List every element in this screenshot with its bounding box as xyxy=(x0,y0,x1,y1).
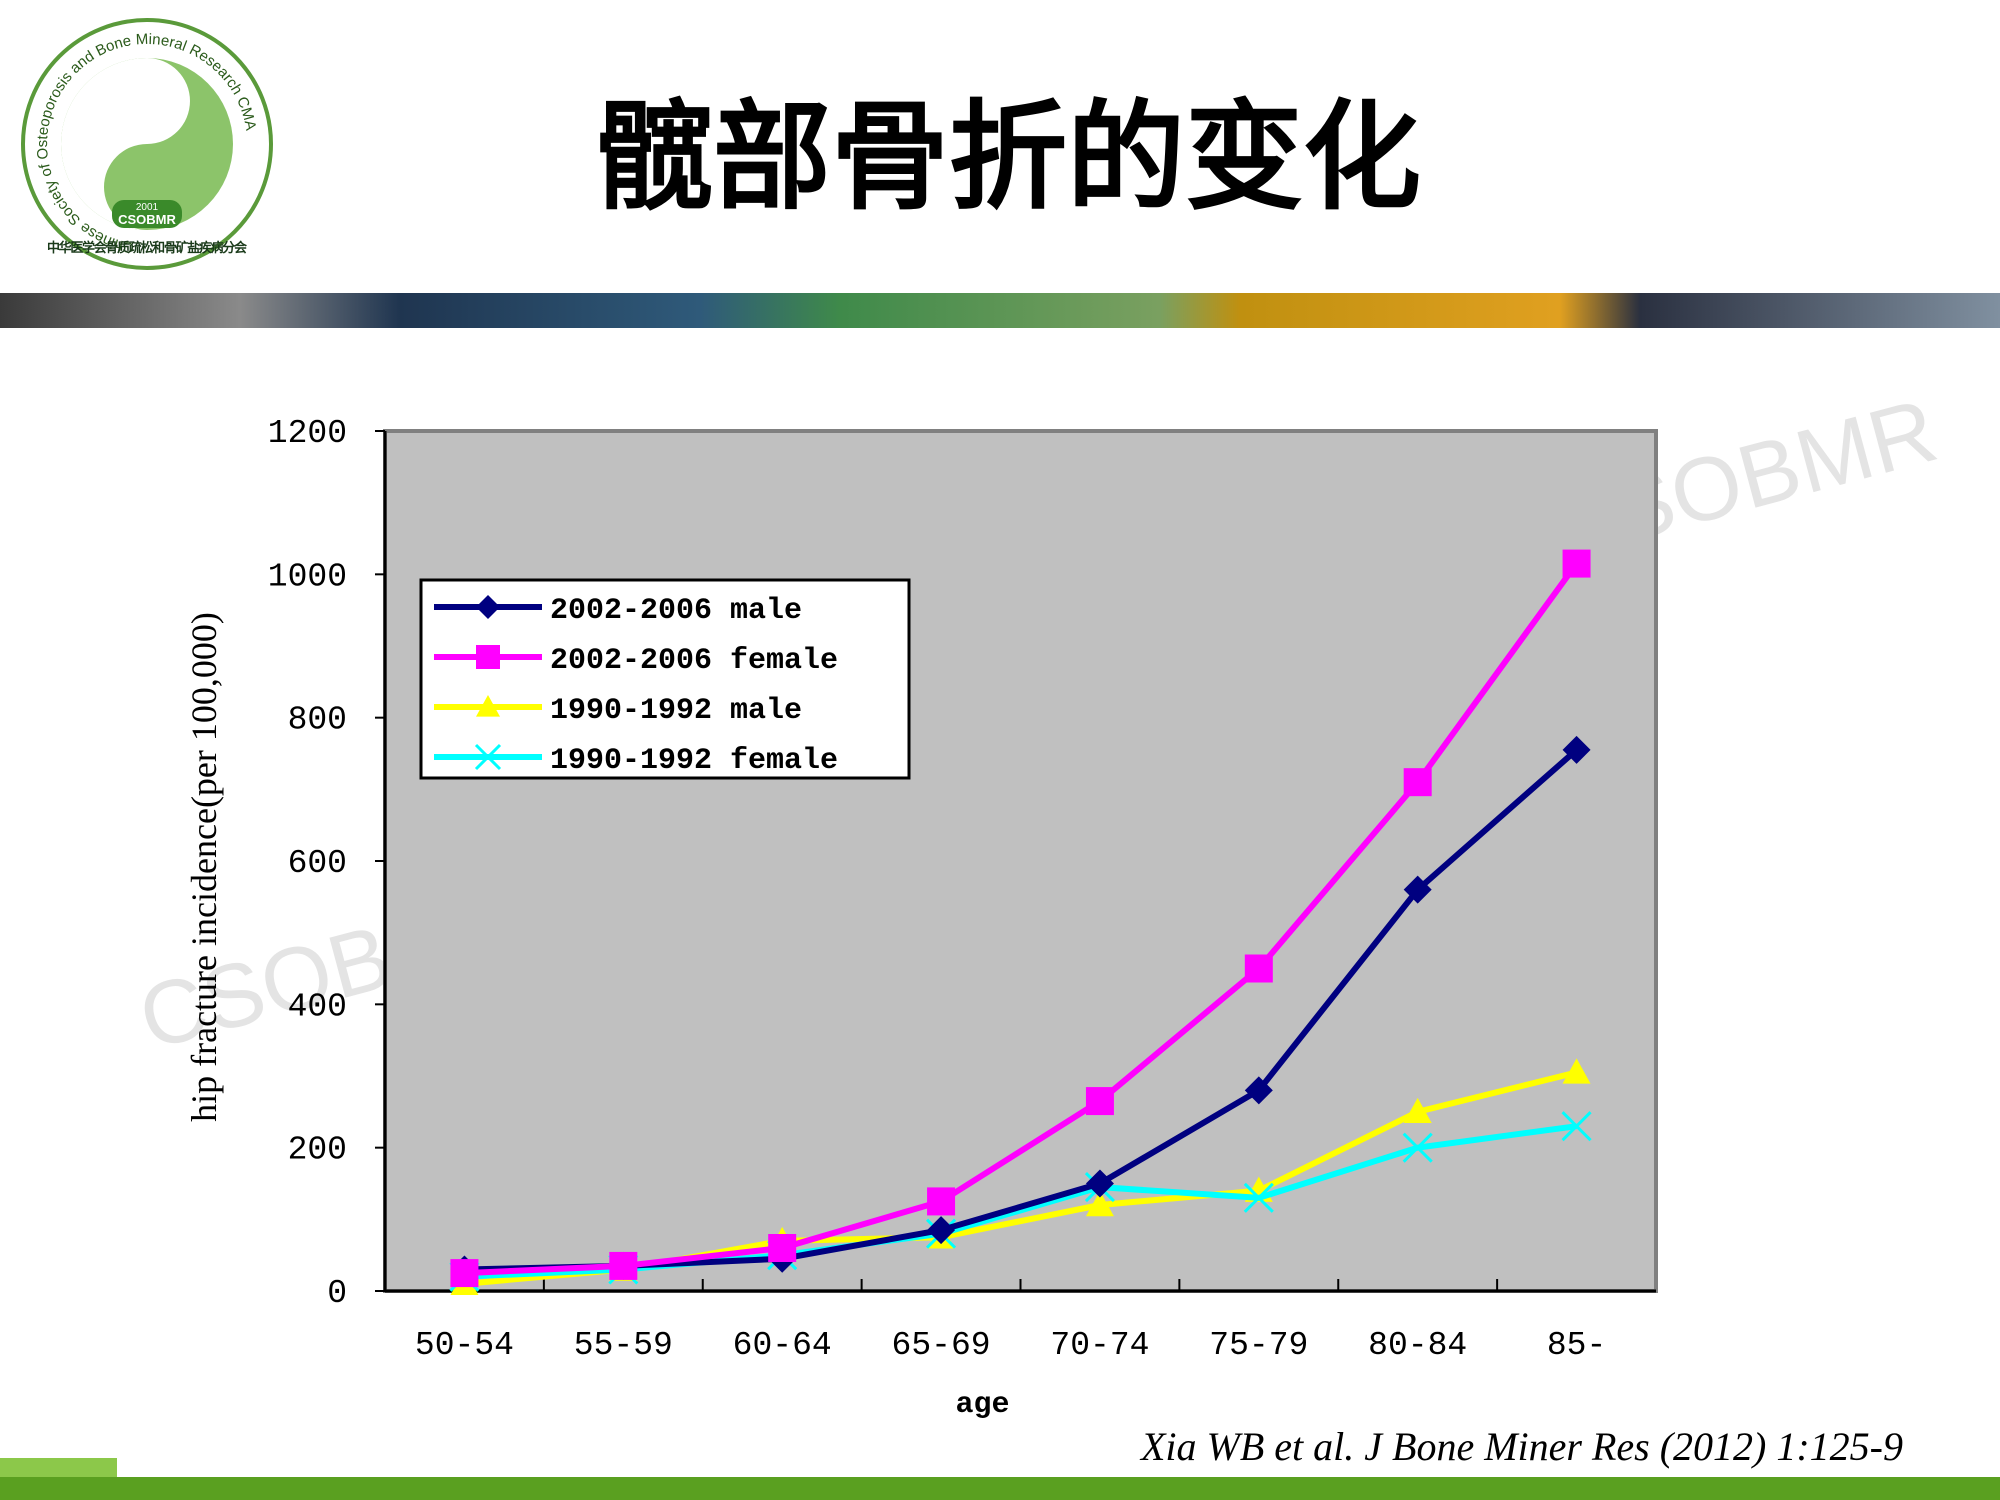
marker xyxy=(927,1187,956,1216)
series xyxy=(450,549,1591,1288)
x-tick-label: 55-59 xyxy=(574,1327,673,1364)
x-tick-label: 85- xyxy=(1547,1327,1606,1364)
logo-chinese-name: 中华医学会骨质疏松和骨矿盐疾病分会 xyxy=(47,240,248,255)
legend-box xyxy=(419,578,911,780)
marker xyxy=(1403,875,1432,904)
marker xyxy=(1562,549,1591,578)
x-tick-label: 75-79 xyxy=(1209,1327,1308,1364)
x-tick-label: 60-64 xyxy=(733,1327,832,1364)
marker xyxy=(1085,1087,1114,1116)
x-tick-label: 50-54 xyxy=(415,1327,514,1364)
logo-badge xyxy=(112,200,182,228)
marker xyxy=(609,1251,638,1280)
marker xyxy=(474,743,502,771)
logo: Chinese Society of Osteoporosis and Bone… xyxy=(21,18,273,270)
y-tick-label: 800 xyxy=(288,702,347,739)
y-tick-label: 200 xyxy=(288,1132,347,1169)
logo-yinyang xyxy=(61,58,190,230)
marker xyxy=(476,595,500,619)
header-banner xyxy=(0,293,2000,328)
x-tick-label: 65-69 xyxy=(892,1327,991,1364)
legend-label: 2002-2006 male xyxy=(550,594,802,628)
y-axis-label: hip fracture incidence(per 100,000) xyxy=(184,612,224,1122)
marker xyxy=(1085,1169,1114,1198)
x-tick-label: 70-74 xyxy=(1050,1327,1149,1364)
y-tick-label: 1200 xyxy=(268,415,347,452)
slide-title: 髋部骨折的变化 xyxy=(595,88,1421,226)
y-tick-label: 0 xyxy=(327,1275,347,1312)
marker xyxy=(1244,1076,1273,1105)
marker xyxy=(1402,1132,1433,1163)
y-tick-label: 1000 xyxy=(268,558,347,595)
marker xyxy=(1561,1111,1592,1142)
marker xyxy=(450,1259,479,1288)
marker xyxy=(476,695,500,717)
marker xyxy=(1562,735,1591,764)
marker xyxy=(476,645,500,669)
legend-label: 2002-2006 female xyxy=(550,644,838,678)
marker xyxy=(1244,954,1273,983)
footer-bar xyxy=(0,1477,2000,1500)
marker xyxy=(1403,768,1432,797)
legend-label: 1990-1992 male xyxy=(550,694,802,728)
y-tick-label: 400 xyxy=(288,988,347,1025)
marker xyxy=(927,1216,956,1245)
marker xyxy=(1243,1182,1274,1213)
x-tick-label: 80-84 xyxy=(1368,1327,1467,1364)
legend-label: 1990-1992 female xyxy=(550,744,838,778)
logo-year: 2001 xyxy=(136,202,159,213)
legend: 2002-2006 male 2002-2006 female 1990-1992 … xyxy=(419,578,911,780)
x-axis-label: age xyxy=(955,1388,1009,1422)
marker xyxy=(1403,1097,1432,1124)
plot-area xyxy=(383,429,1658,1293)
logo-abbr: CSOBMR xyxy=(118,212,176,227)
y-tick-label: 600 xyxy=(288,845,347,882)
marker xyxy=(1085,1191,1114,1217)
series-line xyxy=(464,561,1579,1277)
marker xyxy=(768,1234,797,1262)
marker xyxy=(1562,1058,1591,1084)
citation: Xia WB et al. J Bone Miner Res (2012) 1:… xyxy=(1139,1424,1903,1469)
